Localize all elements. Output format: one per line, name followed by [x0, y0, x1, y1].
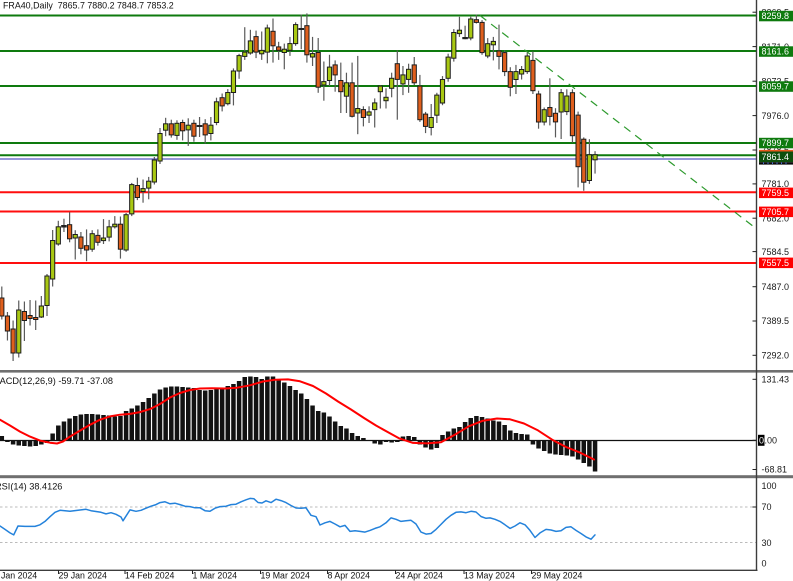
- svg-text:8161.6: 8161.6: [762, 47, 790, 57]
- svg-text:29 May 2024: 29 May 2024: [532, 571, 583, 581]
- svg-text:7781.0: 7781.0: [762, 179, 790, 189]
- svg-text:70: 70: [762, 502, 772, 512]
- svg-text:7861.4: 7861.4: [762, 152, 790, 162]
- svg-text:8059.7: 8059.7: [762, 82, 790, 92]
- svg-text:MACD(12,26,9) -59.71 -37.08: MACD(12,26,9) -59.71 -37.08: [0, 376, 113, 386]
- svg-text:7292.0: 7292.0: [762, 351, 790, 361]
- svg-text:0: 0: [759, 436, 764, 446]
- svg-text:7557.5: 7557.5: [762, 258, 790, 268]
- svg-text:1 Mar 2024: 1 Mar 2024: [193, 571, 238, 581]
- svg-text:7759.5: 7759.5: [762, 188, 790, 198]
- svg-text:100: 100: [762, 481, 777, 491]
- svg-text:7705.7: 7705.7: [762, 207, 790, 217]
- svg-text:14 Feb 2024: 14 Feb 2024: [125, 571, 175, 581]
- svg-text:8259.8: 8259.8: [762, 11, 790, 21]
- svg-text:19 Mar 2024: 19 Mar 2024: [261, 571, 310, 581]
- svg-text:131.43: 131.43: [762, 375, 790, 385]
- svg-text:13 May 2024: 13 May 2024: [464, 571, 515, 581]
- svg-text:30: 30: [762, 538, 772, 548]
- svg-text:8 Apr 2024: 8 Apr 2024: [328, 571, 371, 581]
- svg-text:7584.5: 7584.5: [762, 247, 790, 257]
- svg-text:24 Apr 2024: 24 Apr 2024: [396, 571, 444, 581]
- svg-text:7976.0: 7976.0: [762, 111, 790, 121]
- svg-text:-68.81: -68.81: [762, 465, 788, 475]
- svg-text:7389.5: 7389.5: [762, 316, 790, 326]
- svg-text:7487.0: 7487.0: [762, 282, 790, 292]
- svg-text:.00: .00: [765, 436, 778, 446]
- svg-text:7899.7: 7899.7: [762, 138, 790, 148]
- svg-text:Jan 2024: Jan 2024: [1, 571, 37, 581]
- svg-text:0: 0: [762, 559, 767, 569]
- svg-text:29 Jan 2024: 29 Jan 2024: [59, 571, 108, 581]
- svg-text:7682.0: 7682.0: [762, 213, 790, 223]
- svg-text:FRA40,Daily 7865.7 7880.2 784: FRA40,Daily 7865.7 7880.2 7848.7 7853.2: [3, 1, 174, 11]
- svg-text:RSI(14) 38.4126: RSI(14) 38.4126: [0, 482, 62, 492]
